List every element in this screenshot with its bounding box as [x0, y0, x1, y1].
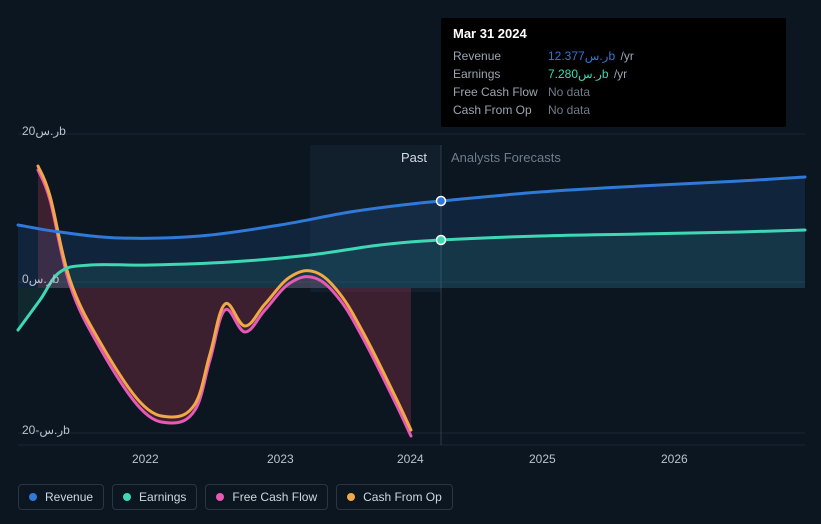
y-tick-label: ر.س0b	[22, 272, 59, 286]
legend-dot-icon	[29, 493, 37, 501]
legend-label: Revenue	[45, 490, 93, 504]
x-tick-label: 2025	[529, 452, 556, 466]
tooltip-row: Free Cash FlowNo data	[453, 83, 774, 101]
forecast-label: Analysts Forecasts	[451, 150, 561, 165]
tooltip-row: Revenueر.س12.377b /yr	[453, 47, 774, 65]
tooltip-row-label: Free Cash Flow	[453, 83, 548, 101]
tooltip-row: Cash From OpNo data	[453, 101, 774, 119]
tooltip-row-value: No data	[548, 83, 590, 101]
tooltip-row-label: Revenue	[453, 47, 548, 65]
past-label: Past	[401, 150, 427, 165]
legend-dot-icon	[123, 493, 131, 501]
tooltip-row-value: ر.س12.377b /yr	[548, 47, 634, 65]
tooltip-row-label: Cash From Op	[453, 101, 548, 119]
chart-legend: Revenue Earnings Free Cash Flow Cash From O…	[18, 484, 453, 510]
financial-chart: Mar 31 2024 Revenueر.س12.377b /yrEarning…	[0, 0, 821, 524]
legend-item[interactable]: Free Cash Flow	[205, 484, 328, 510]
tooltip-row: Earningsر.س7.280b /yr	[453, 65, 774, 83]
tooltip-date: Mar 31 2024	[453, 26, 774, 41]
legend-label: Earnings	[139, 490, 186, 504]
y-tick-label: ر.س-20b	[22, 423, 70, 437]
legend-dot-icon	[216, 493, 224, 501]
chart-tooltip: Mar 31 2024 Revenueر.س12.377b /yrEarning…	[441, 18, 786, 127]
tooltip-row-label: Earnings	[453, 65, 548, 83]
legend-item[interactable]: Revenue	[18, 484, 104, 510]
legend-label: Free Cash Flow	[232, 490, 317, 504]
x-tick-label: 2026	[661, 452, 688, 466]
legend-item[interactable]: Earnings	[112, 484, 197, 510]
tooltip-row-value: No data	[548, 101, 590, 119]
x-tick-label: 2024	[397, 452, 424, 466]
tooltip-row-value: ر.س7.280b /yr	[548, 65, 627, 83]
legend-dot-icon	[347, 493, 355, 501]
legend-item[interactable]: Cash From Op	[336, 484, 453, 510]
legend-label: Cash From Op	[363, 490, 442, 504]
x-tick-label: 2023	[267, 452, 294, 466]
x-tick-label: 2022	[132, 452, 159, 466]
y-tick-label: ر.س20b	[22, 124, 66, 138]
